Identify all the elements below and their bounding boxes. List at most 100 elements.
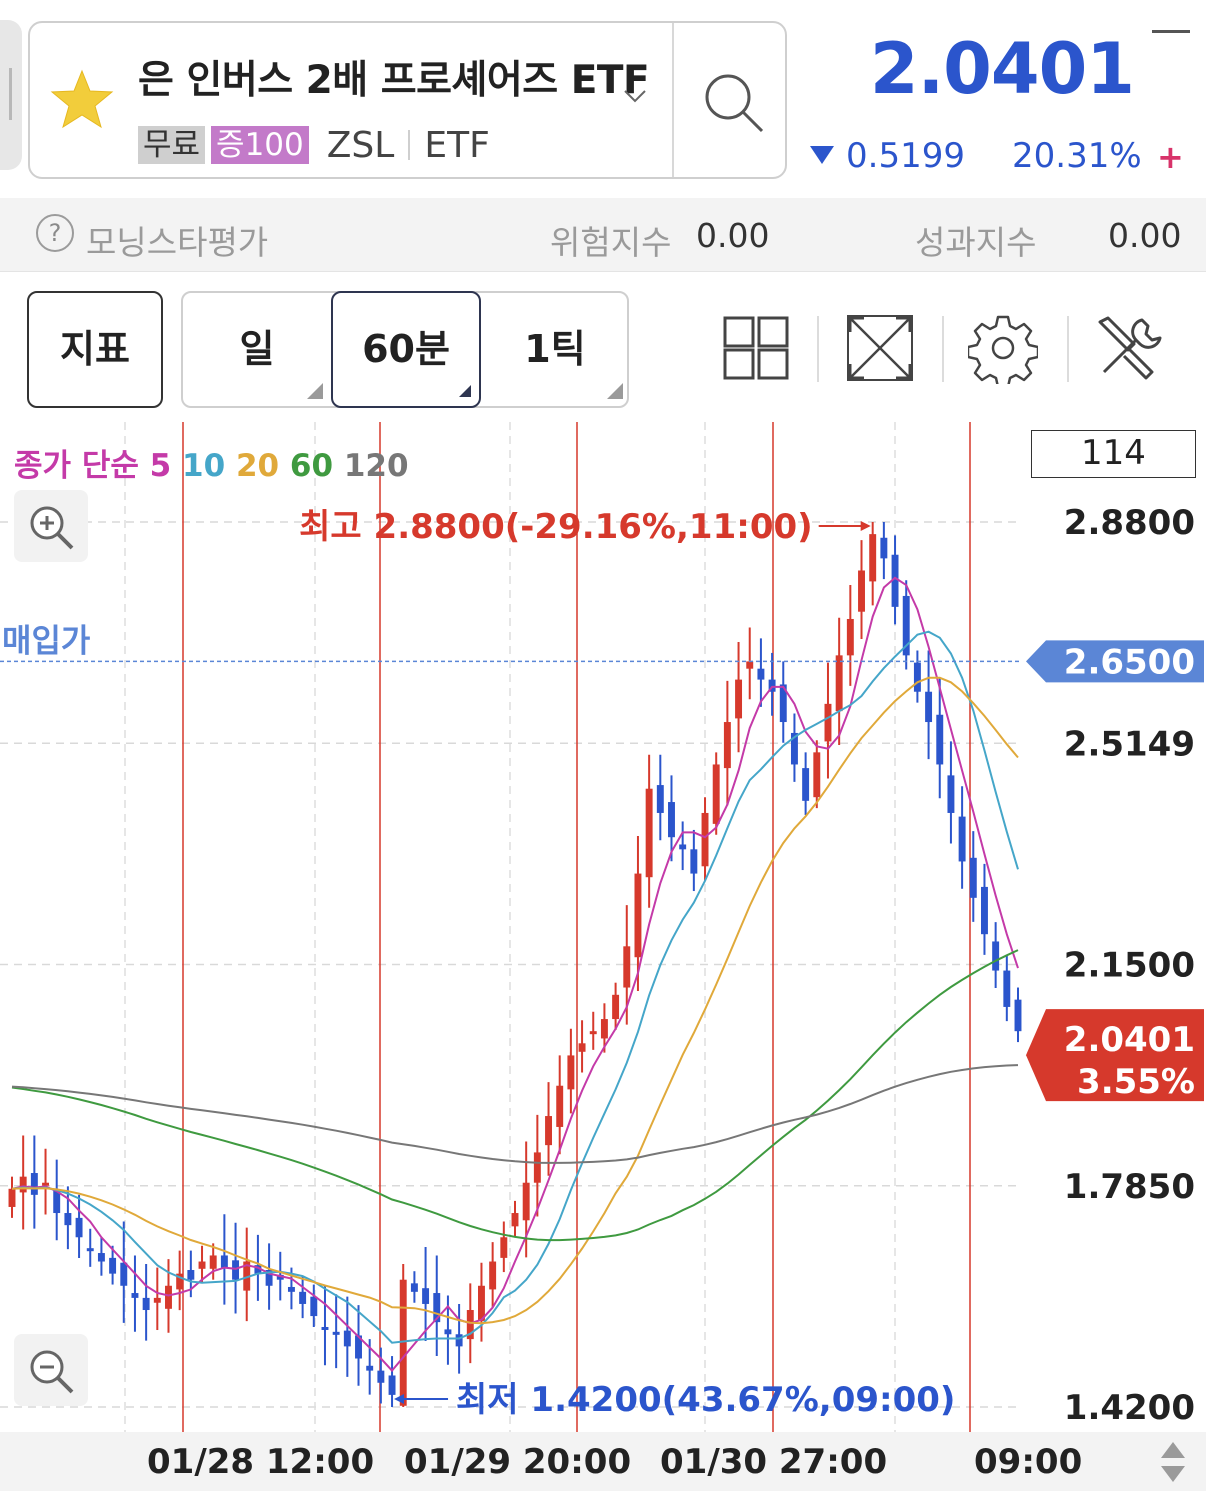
candle-body (30, 1173, 38, 1195)
morningstar-label: 모닝스타평가 (86, 223, 269, 262)
y-tick-label: 1.7850 (1064, 1167, 1195, 1207)
candle-body (958, 816, 966, 862)
candle-body (377, 1370, 385, 1383)
candle-body (858, 570, 865, 612)
y-tick-label: 1.4200 (1064, 1388, 1195, 1428)
ma-legend[interactable]: 종가 단순 5 10 20 60 120 (14, 440, 409, 485)
ma-line-20 (11, 676, 1019, 1325)
zoom-in-icon (30, 506, 74, 550)
buy-price-tag (1026, 640, 1204, 683)
candle-body (53, 1189, 61, 1214)
candle-body (466, 1310, 474, 1340)
zoom-in-button[interactable] (14, 490, 88, 562)
candle-body (701, 812, 709, 867)
low-annotation: 최저 1.4200(43.67%,09:00) (456, 1380, 955, 1420)
y-tick-label: 2.8800 (1064, 503, 1195, 543)
candle-body (880, 537, 888, 559)
candle-body (165, 1285, 172, 1309)
zoom-out-button[interactable] (14, 1334, 88, 1406)
candle-body (299, 1291, 307, 1304)
candle-body (612, 994, 620, 1020)
candle-body (410, 1283, 418, 1292)
candle-body (388, 1375, 396, 1395)
candle-body (556, 1085, 564, 1127)
candle-body (779, 684, 787, 723)
current-price: 2.0401 (869, 28, 1135, 110)
candle-body (500, 1237, 508, 1258)
candle-body (8, 1188, 16, 1207)
chevron-down-icon[interactable] (622, 83, 648, 109)
candle-body (276, 1274, 284, 1280)
tools-icon[interactable] (1094, 312, 1164, 384)
tool-divider (942, 316, 944, 382)
candle-body (209, 1255, 217, 1269)
candle-body (42, 1182, 49, 1186)
ma-legend-120: 120 (343, 448, 409, 484)
candle-body (232, 1260, 240, 1280)
candle-body (656, 785, 664, 813)
plus-icon[interactable]: + (1157, 138, 1184, 176)
badge-margin: 증100 (211, 126, 309, 164)
period-60min[interactable]: 60분 (362, 327, 450, 371)
candle-body (567, 1055, 575, 1090)
candle-body (366, 1365, 374, 1371)
tool-divider (1067, 316, 1069, 382)
period-selector: 일 60분 1틱 (181, 291, 629, 408)
help-icon[interactable]: ? (36, 214, 74, 252)
indicator-button[interactable]: 지표 (27, 291, 163, 408)
price-change: 0.5199 (846, 136, 965, 176)
current-price-tag-label: 2.0401 (1064, 1020, 1195, 1060)
candle-body (265, 1270, 273, 1286)
candle-body (489, 1261, 497, 1290)
scale-count-box[interactable]: 114 (1031, 430, 1196, 478)
candle-body (757, 668, 765, 680)
chart-canvas[interactable]: 매입가 2.8800 2.5149 2.1500 1.7850 1.4200 2.6500 2… (0, 422, 1206, 1432)
candle-body (254, 1265, 262, 1274)
candle-body (511, 1213, 519, 1227)
candle-body (120, 1262, 128, 1286)
candle-body (891, 554, 899, 607)
candle-body (86, 1248, 94, 1252)
layout-grid-icon[interactable] (722, 312, 792, 384)
fullscreen-icon[interactable] (845, 312, 915, 384)
period-day[interactable]: 일 (239, 327, 275, 371)
candle-body (399, 1279, 407, 1406)
performance-value: 0.00 (1108, 216, 1182, 255)
candle-body (600, 1019, 608, 1039)
candle-body (220, 1255, 228, 1268)
candle-body (768, 679, 776, 692)
candle-body (343, 1330, 351, 1347)
ma-line-5 (11, 576, 1019, 1373)
gear-icon[interactable] (968, 312, 1038, 384)
candle-body (64, 1213, 72, 1226)
time-axis[interactable]: 01/28 12:00 01/29 20:00 01/30 27:00 09:0… (0, 1432, 1206, 1491)
rating-bar: ? 모닝스타평가 위험지수 0.00 성과지수 0.00 (0, 198, 1206, 272)
candle-body (478, 1285, 485, 1321)
candle-body (533, 1152, 541, 1183)
candle-body (522, 1182, 530, 1221)
ma-legend-10: 10 (182, 448, 226, 484)
period-active-outline (331, 291, 481, 408)
stock-selector[interactable]: 은 인버스 2배 프로셰어즈 ETF 무료 증100 ZSL ETF (28, 21, 787, 179)
period-tick[interactable]: 1틱 (524, 327, 586, 371)
scroll-updown-icon[interactable] (1158, 1438, 1188, 1486)
candle-body (846, 618, 854, 656)
candle-body (97, 1253, 105, 1262)
candle-body (735, 679, 743, 719)
candle-body (142, 1297, 150, 1311)
candle-body (992, 941, 1000, 971)
candle-body (835, 655, 843, 712)
zoom-out-icon (30, 1350, 74, 1394)
candle-body (690, 849, 698, 874)
current-price-tag (1026, 1009, 1204, 1102)
candle-body (969, 857, 977, 898)
candle-body (913, 662, 921, 692)
search-icon[interactable] (698, 67, 770, 139)
price-change-percent: 20.31% (1012, 136, 1142, 176)
candle-body (802, 768, 810, 801)
candle-body (679, 844, 687, 850)
side-drawer-handle[interactable] (0, 20, 22, 170)
low-arrow-head (394, 1394, 405, 1404)
star-icon[interactable] (50, 67, 114, 131)
price-chart[interactable]: 매입가 2.8800 2.5149 2.1500 1.7850 1.4200 2.6500 2… (0, 422, 1206, 1432)
